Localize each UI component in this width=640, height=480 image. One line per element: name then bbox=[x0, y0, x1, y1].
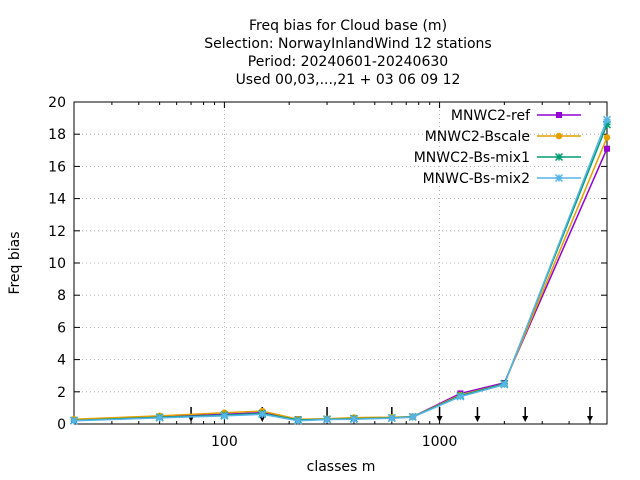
series-lines bbox=[69, 115, 612, 425]
y-tick-label: 8 bbox=[57, 288, 66, 304]
class-marker-arrow bbox=[522, 416, 529, 422]
x-tick-label: 1000 bbox=[422, 434, 458, 450]
chart-title-line-3: Period: 20240601-20240630 bbox=[248, 54, 448, 70]
y-axis-label: Freq bias bbox=[7, 231, 23, 294]
legend: MNWC2-ref MNWC2-Bscale MNWC2-Bs-mix1 MNWC-B… bbox=[414, 108, 581, 187]
series-line bbox=[73, 148, 608, 421]
chart-title: Freq bias for Cloud base (m) Selection: … bbox=[204, 18, 491, 88]
data-point bbox=[294, 416, 303, 425]
data-point bbox=[69, 416, 79, 425]
axes: 0 2 4 6 8 10 12 14 16 18 20 100 1000 bbox=[48, 95, 608, 450]
class-marker-arrow bbox=[474, 416, 481, 422]
data-point bbox=[602, 115, 612, 124]
data-point bbox=[554, 152, 564, 162]
data-point bbox=[555, 132, 563, 140]
legend-label: MNWC2-Bscale bbox=[425, 129, 530, 145]
series-mnwc2-ref bbox=[71, 145, 610, 423]
legend-label: MNWC2-ref bbox=[451, 108, 531, 124]
x-axis-label: classes m bbox=[307, 459, 376, 475]
data-point bbox=[323, 415, 332, 424]
series-line bbox=[73, 119, 608, 422]
data-point bbox=[603, 134, 611, 141]
chart-title-line-2: Selection: NorwayInlandWind 12 stations bbox=[204, 36, 491, 52]
x-tick-label: 100 bbox=[211, 434, 238, 450]
y-tick-label: 0 bbox=[57, 417, 66, 433]
class-marker-arrow bbox=[586, 416, 593, 422]
data-point bbox=[500, 380, 509, 389]
data-point bbox=[602, 120, 612, 129]
series-mnwc2-bs-mix1 bbox=[69, 120, 612, 425]
data-point bbox=[155, 413, 164, 422]
y-tick-label: 4 bbox=[57, 353, 66, 369]
series-mnwc-bs-mix2 bbox=[69, 115, 612, 425]
data-point bbox=[604, 145, 610, 152]
y-tick-label: 10 bbox=[48, 256, 66, 272]
data-point bbox=[387, 414, 396, 423]
y-tick-label: 6 bbox=[57, 320, 66, 336]
y-tick-label: 14 bbox=[48, 192, 66, 208]
series-line bbox=[73, 124, 608, 422]
chart-title-line-4: Used 00,03,...,21 + 03 06 09 12 bbox=[236, 72, 461, 88]
data-point bbox=[220, 411, 229, 420]
grid bbox=[74, 102, 607, 424]
y-tick-label: 2 bbox=[57, 385, 66, 401]
data-point bbox=[349, 415, 358, 424]
data-point bbox=[554, 173, 564, 183]
y-tick-label: 20 bbox=[48, 95, 66, 111]
y-tick-label: 12 bbox=[48, 224, 66, 240]
chart-title-line-1: Freq bias for Cloud base (m) bbox=[249, 18, 447, 34]
data-point bbox=[408, 413, 417, 422]
legend-label: MNWC2-Bs-mix1 bbox=[414, 150, 530, 166]
class-marker-arrow bbox=[436, 416, 443, 422]
y-tick-label: 16 bbox=[48, 159, 66, 175]
data-point bbox=[456, 392, 465, 401]
y-tick-label: 18 bbox=[48, 127, 66, 143]
data-point bbox=[556, 112, 562, 118]
legend-label: MNWC-Bs-mix2 bbox=[423, 171, 530, 187]
data-point bbox=[258, 410, 267, 419]
class-marker-arrow bbox=[259, 416, 266, 422]
